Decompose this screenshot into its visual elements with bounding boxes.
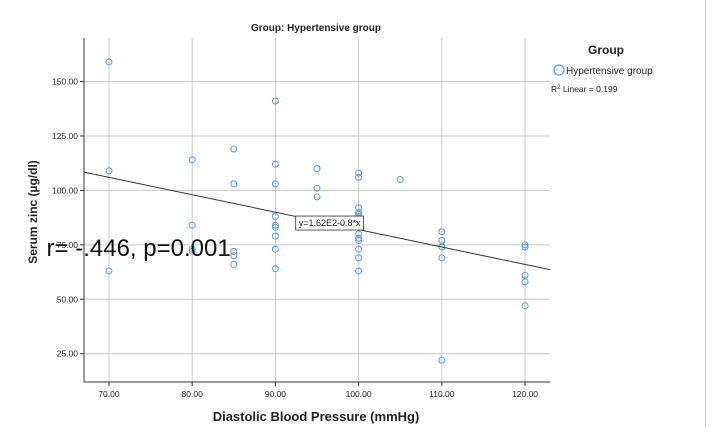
x-axis-ticks: 70.00 80.00 90.00 100.00 110.00 120.00 (98, 382, 538, 399)
x-tick-label: 120.00 (512, 389, 538, 399)
data-point (271, 245, 279, 253)
data-point (230, 247, 238, 255)
data-point (105, 167, 113, 175)
equation-text: y=1.62E2-0.8*x (299, 218, 361, 228)
data-point (188, 156, 196, 164)
x-tick-label: 70.00 (98, 389, 120, 399)
correlation-annotation: r= -.446, p=0.001 (47, 235, 231, 262)
data-point (521, 271, 529, 279)
legend-marker-icon (553, 64, 565, 76)
y-tick-label: 50.00 (57, 294, 79, 304)
data-point (438, 356, 446, 364)
data-point (230, 252, 238, 260)
data-point (105, 267, 113, 275)
data-point (438, 236, 446, 244)
data-point (521, 278, 529, 286)
data-point (438, 254, 446, 262)
data-point (355, 169, 363, 177)
data-point (355, 245, 363, 253)
data-point (396, 176, 404, 184)
data-point (438, 228, 446, 236)
y-axis-label: Serum zinc (µg/dl) (26, 160, 40, 264)
data-point (230, 180, 238, 188)
legend-r2-note: R2 Linear = 0.199 (551, 84, 618, 94)
data-point (230, 260, 238, 268)
y-tick-label: 100.00 (52, 185, 78, 195)
x-tick-label: 80.00 (182, 389, 204, 399)
axes (83, 38, 550, 383)
data-point (521, 241, 529, 249)
data-point (271, 265, 279, 273)
data-point (355, 267, 363, 275)
data-point (271, 223, 279, 231)
data-point (313, 184, 321, 192)
data-point (188, 221, 196, 229)
legend-entry: Hypertensive group (566, 66, 653, 77)
frame-divider (705, 0, 706, 427)
data-point (188, 247, 196, 255)
data-point (271, 232, 279, 240)
data-point (271, 160, 279, 168)
data-point (438, 243, 446, 251)
y-tick-label: 25.00 (57, 349, 79, 359)
data-point (271, 213, 279, 221)
y-tick-label: 75.00 (57, 240, 79, 250)
data-point (355, 236, 363, 244)
data-point (355, 234, 363, 242)
x-tick-label: 90.00 (265, 389, 287, 399)
x-tick-label: 110.00 (429, 389, 455, 399)
y-tick-label: 150.00 (52, 77, 78, 87)
data-point (521, 243, 529, 251)
x-tick-label: 100.00 (346, 389, 372, 399)
data-point (355, 204, 363, 212)
data-point (271, 97, 279, 105)
y-axis-ticks: 25.00 50.00 75.00 100.00 125.00 150.00 (52, 77, 84, 359)
chart-title: Group: Hypertensive group (251, 23, 381, 34)
equation-label: y=1.62E2-0.8*x (295, 215, 364, 231)
data-point (355, 173, 363, 181)
data-point (188, 245, 196, 253)
data-point (271, 221, 279, 229)
y-tick-label: 125.00 (52, 131, 78, 141)
data-point (230, 145, 238, 153)
legend: Group Hypertensive group R2 Linear = 0.1… (551, 43, 653, 94)
data-point (313, 193, 321, 201)
data-points (105, 58, 529, 364)
legend-title: Group (588, 43, 624, 57)
data-point (105, 58, 113, 66)
data-point (355, 230, 363, 238)
data-point (355, 254, 363, 262)
data-point (355, 208, 363, 216)
data-point (313, 165, 321, 173)
x-axis-label: Diastolic Blood Pressure (mmHg) (213, 409, 420, 424)
data-point (271, 180, 279, 188)
grid-lines (84, 38, 550, 382)
data-point (521, 302, 529, 310)
